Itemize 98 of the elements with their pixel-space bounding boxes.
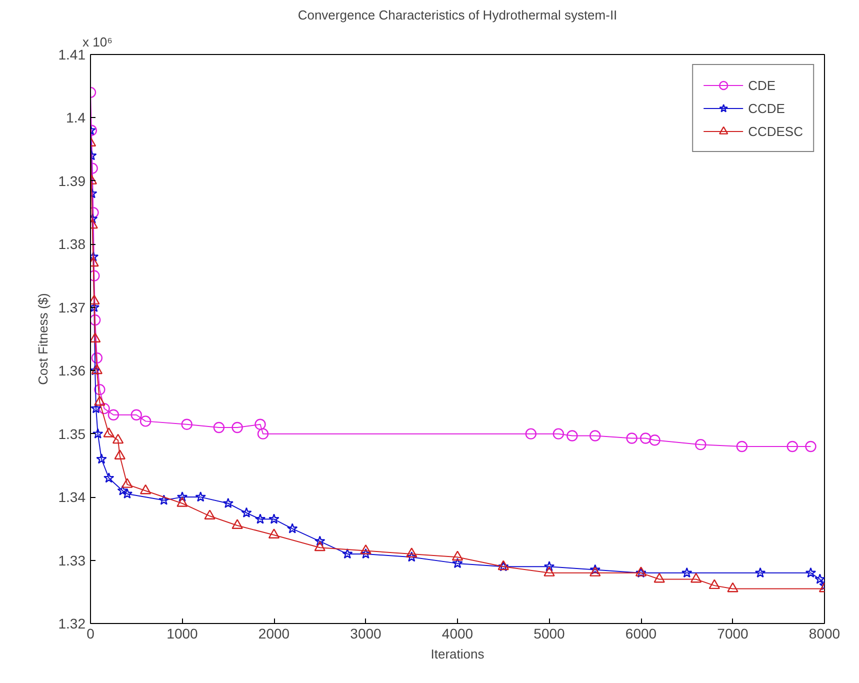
point [92, 428, 104, 438]
point [232, 519, 243, 529]
point [222, 498, 234, 508]
point [213, 422, 225, 434]
point [552, 428, 564, 440]
point [268, 514, 280, 524]
point [98, 402, 110, 414]
point [176, 491, 188, 502]
point [140, 484, 152, 494]
x-tick-label: 8000 [808, 626, 840, 642]
y-tick-label: 1.38 [58, 236, 86, 252]
y-tick-label: 1.4 [66, 110, 86, 126]
chart-title: Convergence Characteristics of Hydrothermal system-II [298, 8, 618, 22]
point [286, 523, 298, 534]
point [103, 472, 114, 483]
point [108, 409, 120, 420]
legend-label: CDE [748, 78, 776, 92]
point [90, 365, 100, 376]
point [544, 561, 555, 572]
point [176, 497, 188, 507]
point [195, 491, 206, 502]
point [786, 440, 798, 452]
x-tick-label: 0 [86, 626, 95, 642]
point [314, 541, 326, 552]
point [254, 514, 266, 524]
point [90, 332, 101, 342]
point [130, 409, 142, 420]
y-tick-label: 1.36 [58, 362, 86, 379]
y-tick-label: 1.37 [58, 299, 86, 316]
point [695, 438, 706, 450]
point [90, 314, 101, 326]
point [91, 352, 103, 364]
text: x 10⁶ [82, 34, 112, 50]
point [112, 434, 124, 444]
x-tick-label: 1000 [166, 626, 198, 642]
point [360, 548, 372, 559]
y-tick-label: 1.34 [58, 489, 86, 506]
point [406, 552, 417, 562]
point [257, 428, 269, 440]
y-axis-title: Cost Fitness ($) [35, 293, 50, 385]
x-tick-label: 7000 [717, 626, 749, 642]
x-tick-label: 6000 [625, 626, 657, 642]
point [805, 567, 816, 578]
point [544, 566, 555, 576]
point [94, 384, 106, 396]
x-tick-label: 4000 [442, 626, 474, 642]
point [626, 432, 638, 444]
point [754, 567, 766, 578]
x-tick-label: 2000 [258, 626, 290, 642]
point [122, 478, 133, 488]
y-tick-label: 1.35 [58, 426, 86, 442]
point [122, 488, 133, 499]
point [96, 454, 107, 464]
point [90, 302, 100, 312]
point [566, 430, 578, 442]
point [103, 427, 114, 438]
point [640, 432, 652, 444]
point [360, 544, 372, 554]
point [140, 416, 152, 427]
point [117, 485, 128, 496]
y-tick-label: 1.41 [58, 46, 86, 62]
point [158, 494, 170, 505]
point [654, 572, 665, 583]
point [90, 402, 102, 414]
x-axis-title: Iterations [430, 646, 485, 662]
point [204, 510, 216, 520]
point [452, 550, 464, 561]
y-tick-label: 1.32 [58, 616, 86, 632]
point [241, 507, 252, 518]
point [94, 396, 106, 406]
point [590, 430, 601, 442]
point [682, 567, 692, 578]
x-tick-label: 3000 [350, 626, 382, 642]
point [649, 434, 660, 446]
point [314, 536, 326, 546]
point [590, 566, 601, 576]
y-tick-label: 1.33 [58, 552, 86, 568]
legend-label: CCDESC [748, 124, 803, 138]
point [690, 572, 702, 583]
point [727, 582, 738, 592]
point [406, 548, 418, 558]
x-tick-label: 5000 [534, 626, 566, 642]
point [708, 579, 720, 590]
point [805, 440, 816, 452]
legend-label: CCDE [748, 100, 785, 116]
point [452, 558, 463, 568]
point [525, 428, 536, 440]
point [91, 364, 103, 374]
point [254, 418, 266, 430]
point [814, 574, 824, 584]
point [232, 422, 243, 434]
y-tick-label: 1.39 [58, 172, 86, 189]
point [736, 440, 748, 452]
point [342, 548, 353, 559]
point [114, 450, 126, 460]
point [181, 418, 192, 430]
point [268, 528, 280, 538]
point [590, 564, 600, 574]
